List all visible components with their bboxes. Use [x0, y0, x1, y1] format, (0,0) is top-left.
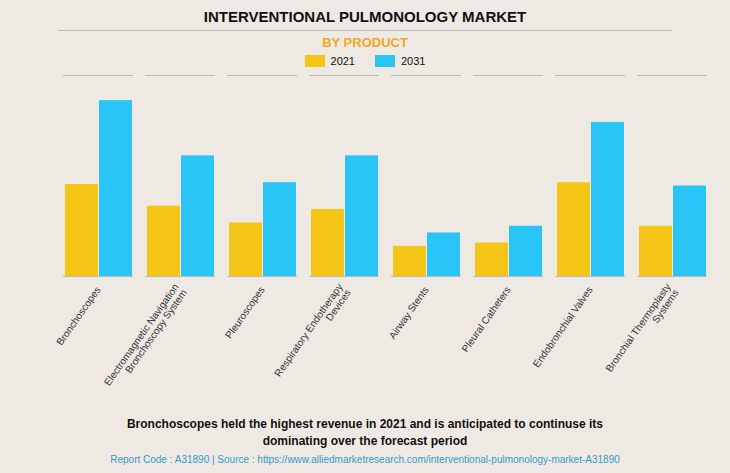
html-text:Bronchoscopes held the highest: Bronchoscopes held the highest revenue i…: [126, 417, 603, 448]
svg-text:Bronchial ThermoplastySystems: Bronchial ThermoplastySystems: [603, 282, 680, 380]
svg-text:Endobronchial Valves: Endobronchial Valves: [531, 284, 595, 369]
html-text:2021: 2021: [330, 55, 355, 67]
svg-text:Pleural Catheters: Pleural Catheters: [459, 284, 512, 354]
svg-text:Electromagnetic NavigationBron: Electromagnetic NavigationBronchoscopy S…: [102, 282, 189, 394]
html-text:2031: 2031: [401, 55, 426, 67]
svg-text:Respiratory EndotherapyDevices: Respiratory EndotherapyDevices: [272, 282, 353, 385]
svg-text:Airway Stents: Airway Stents: [387, 284, 431, 340]
html-text:Report Code : A31890 | Source: Report Code : A31890 | Source : https://…: [110, 453, 620, 465]
svg-text:Bronchoscopes: Bronchoscopes: [54, 284, 103, 347]
svg-text:Pleuroscopes: Pleuroscopes: [223, 284, 267, 340]
html-text:INTERVENTIONAL PULMONOLOGY MAR: INTERVENTIONAL PULMONOLOGY MARKET: [203, 8, 527, 25]
html-text:BY PRODUCT: BY PRODUCT: [322, 35, 408, 50]
